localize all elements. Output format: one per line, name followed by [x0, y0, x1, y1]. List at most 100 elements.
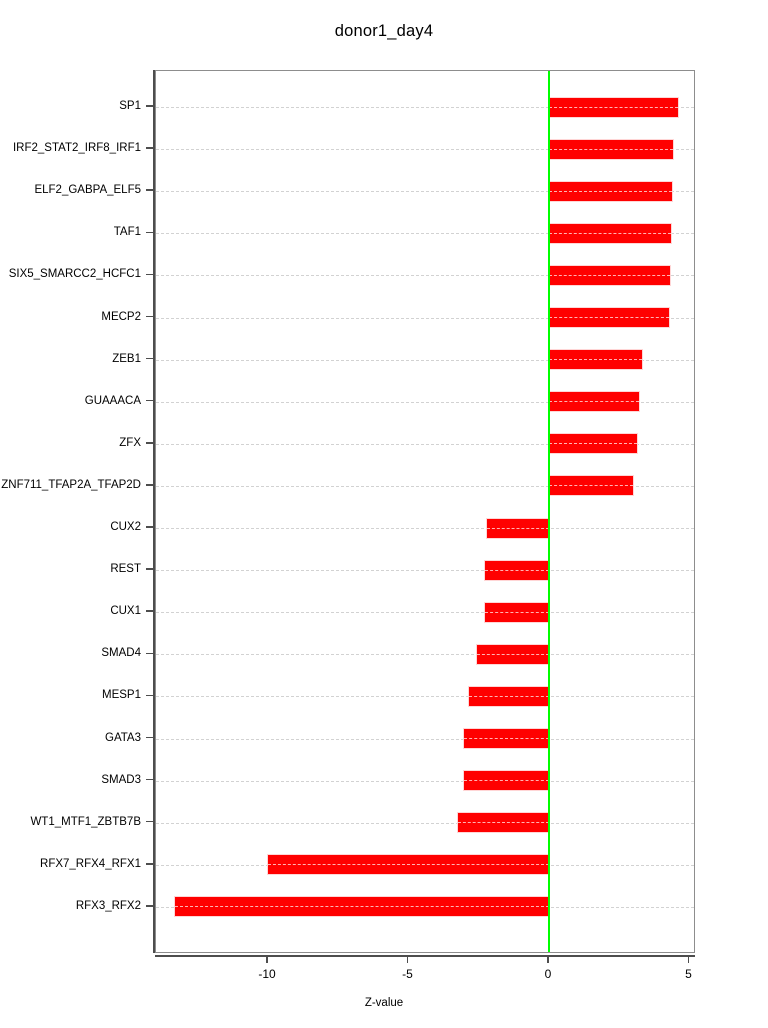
y-axis-label: ELF2_GABPA_ELF5	[34, 184, 141, 197]
bar[interactable]	[486, 518, 549, 538]
gridline	[156, 612, 694, 614]
y-axis-tick	[146, 399, 154, 402]
x-axis-tick-label: -10	[258, 967, 276, 981]
bar[interactable]	[549, 181, 673, 201]
bar[interactable]	[549, 434, 637, 454]
bar-gridline-overlay	[468, 695, 549, 697]
y-axis-label: ZEB1	[112, 352, 141, 365]
y-axis-tick	[146, 610, 154, 612]
y-axis-label: RFX7_RFX4_RFX1	[40, 857, 141, 870]
bar[interactable]	[484, 560, 549, 580]
y-axis-label: IRF2_STAT2_IRF8_IRF1	[12, 142, 141, 155]
gridline	[156, 233, 694, 235]
y-axis-label: SMAD3	[101, 773, 141, 786]
y-axis-tick	[146, 568, 154, 570]
y-axis-tick	[146, 147, 154, 149]
bar-gridline-overlay	[549, 106, 678, 108]
gridline	[156, 359, 694, 361]
bar[interactable]	[549, 139, 673, 159]
plot-area	[155, 70, 695, 953]
y-axis-label: TAF1	[113, 226, 141, 239]
gridline	[156, 696, 694, 698]
gridline	[156, 107, 694, 108]
chart-title: donor1_day4	[334, 22, 434, 40]
bar[interactable]	[549, 308, 669, 327]
bar[interactable]	[457, 813, 549, 833]
gridline	[156, 443, 694, 445]
bar[interactable]	[549, 223, 671, 243]
bar-gridline-overlay	[549, 317, 669, 318]
gridline	[156, 317, 694, 319]
y-axis-tick	[146, 484, 154, 486]
y-axis-tick	[146, 231, 154, 234]
x-axis-spine	[155, 955, 695, 957]
bar[interactable]	[175, 897, 549, 917]
y-axis-tick	[146, 105, 154, 107]
gridline	[156, 401, 694, 403]
bar[interactable]	[463, 729, 549, 748]
y-axis-label: GATA3	[105, 731, 141, 744]
bar-gridline-overlay	[549, 359, 642, 361]
bar-gridline-overlay	[463, 738, 549, 739]
bar-gridline-overlay	[549, 232, 671, 234]
gridline	[156, 780, 694, 782]
x-axis-tick	[266, 955, 268, 963]
x-axis-tick	[687, 955, 690, 963]
bar[interactable]	[463, 771, 549, 791]
bar[interactable]	[549, 265, 671, 285]
bar-gridline-overlay	[549, 274, 671, 276]
y-axis-tick	[146, 189, 154, 191]
y-axis-label: MESP1	[102, 689, 141, 702]
bar-gridline-overlay	[549, 148, 673, 150]
y-axis-label: CUX2	[110, 521, 141, 533]
y-axis-label: GUAAACA	[84, 394, 141, 407]
bar[interactable]	[549, 392, 639, 412]
bar-gridline-overlay	[549, 485, 634, 487]
y-axis-spine	[153, 70, 155, 953]
bar[interactable]	[549, 476, 634, 496]
y-axis-tick	[146, 357, 154, 360]
y-axis-label: MECP2	[101, 310, 141, 323]
y-axis-tick	[146, 694, 154, 697]
y-axis-tick	[146, 778, 154, 781]
gridline	[156, 275, 694, 277]
bar-gridline-overlay	[463, 780, 549, 782]
bar[interactable]	[468, 686, 549, 706]
y-axis-tick	[146, 526, 154, 528]
bar[interactable]	[268, 855, 549, 875]
bar-gridline-overlay	[457, 822, 549, 824]
y-axis-label: ZFX	[119, 436, 141, 449]
y-axis-label: SP1	[119, 100, 141, 112]
y-axis-label: RFX3_RFX2	[75, 899, 141, 912]
bar-gridline-overlay	[484, 611, 549, 613]
y-axis-label: REST	[110, 563, 141, 576]
y-axis-label: SMAD4	[101, 647, 141, 660]
gridline	[156, 191, 694, 193]
y-axis-label: ZNF711_TFAP2A_TFAP2D	[1, 478, 141, 491]
gridline	[156, 149, 694, 151]
bar[interactable]	[484, 602, 549, 622]
x-axis-title: Z-value	[364, 997, 404, 1009]
bar-gridline-overlay	[486, 527, 549, 529]
bar[interactable]	[477, 644, 549, 664]
y-axis-tick	[146, 442, 154, 444]
y-axis-label: CUX1	[110, 605, 141, 618]
y-axis-tick	[146, 273, 154, 276]
bar[interactable]	[549, 97, 678, 117]
gridline	[156, 570, 694, 572]
y-axis-tick	[146, 863, 154, 865]
x-axis-tick	[406, 955, 409, 963]
bar-gridline-overlay	[175, 906, 549, 908]
x-axis-tick	[547, 955, 549, 963]
bar[interactable]	[549, 350, 642, 370]
y-axis-tick	[146, 736, 154, 739]
x-axis-tick-label: 5	[685, 967, 692, 981]
y-axis-tick	[146, 315, 154, 318]
gridline	[156, 654, 694, 656]
y-axis-label: WT1_MTF1_ZBTB7B	[30, 815, 141, 828]
bar-gridline-overlay	[549, 443, 637, 445]
zero-reference-line	[548, 71, 550, 952]
bar-gridline-overlay	[477, 653, 549, 655]
x-axis-tick-label: -5	[402, 967, 413, 981]
